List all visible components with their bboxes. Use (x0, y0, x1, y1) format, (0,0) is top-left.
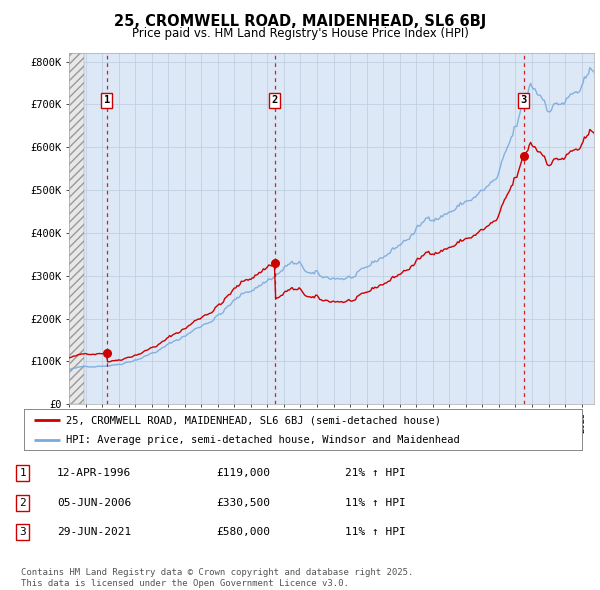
Text: £330,500: £330,500 (216, 498, 270, 507)
Text: 3: 3 (19, 527, 26, 537)
Text: HPI: Average price, semi-detached house, Windsor and Maidenhead: HPI: Average price, semi-detached house,… (66, 435, 460, 444)
Text: Price paid vs. HM Land Registry's House Price Index (HPI): Price paid vs. HM Land Registry's House … (131, 27, 469, 40)
Text: 29-JUN-2021: 29-JUN-2021 (57, 527, 131, 537)
Text: 2: 2 (19, 498, 26, 507)
Text: 11% ↑ HPI: 11% ↑ HPI (345, 498, 406, 507)
Text: 3: 3 (520, 95, 527, 105)
Text: 1: 1 (19, 468, 26, 478)
Text: 21% ↑ HPI: 21% ↑ HPI (345, 468, 406, 478)
Text: 12-APR-1996: 12-APR-1996 (57, 468, 131, 478)
Text: 1: 1 (104, 95, 110, 105)
Text: 25, CROMWELL ROAD, MAIDENHEAD, SL6 6BJ (semi-detached house): 25, CROMWELL ROAD, MAIDENHEAD, SL6 6BJ (… (66, 415, 441, 425)
Text: 11% ↑ HPI: 11% ↑ HPI (345, 527, 406, 537)
Text: 05-JUN-2006: 05-JUN-2006 (57, 498, 131, 507)
Text: Contains HM Land Registry data © Crown copyright and database right 2025.
This d: Contains HM Land Registry data © Crown c… (21, 568, 413, 588)
Bar (69, 53, 84, 404)
Text: £580,000: £580,000 (216, 527, 270, 537)
Text: 2: 2 (271, 95, 278, 105)
Text: £119,000: £119,000 (216, 468, 270, 478)
Text: 25, CROMWELL ROAD, MAIDENHEAD, SL6 6BJ: 25, CROMWELL ROAD, MAIDENHEAD, SL6 6BJ (114, 14, 486, 29)
